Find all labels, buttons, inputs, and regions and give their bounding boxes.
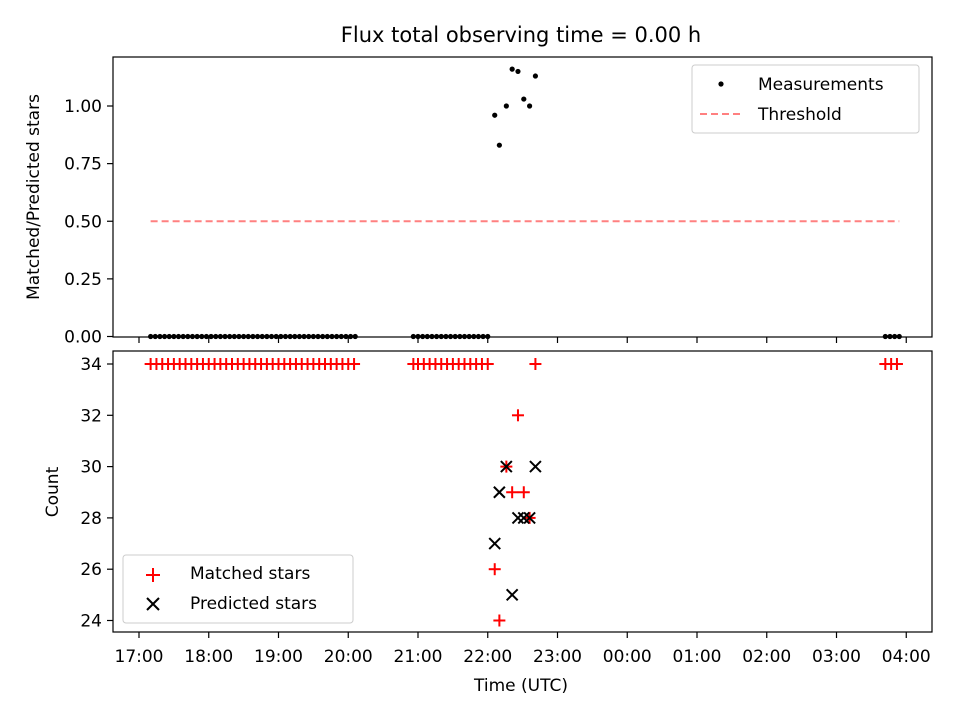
matched-stars-point: [506, 486, 519, 499]
x-tick-label: 00:00: [603, 647, 652, 667]
top-legend: Measurements Threshold: [691, 64, 920, 134]
measurement-point: [532, 73, 539, 79]
top-x-axis-ticks: [138, 337, 907, 343]
bottom-legend-box: [122, 554, 354, 624]
y-tick-label: 26: [80, 560, 102, 580]
legend-threshold-label: Threshold: [757, 105, 842, 125]
matched-stars-point: [348, 358, 361, 370]
matched-stars-point: [488, 563, 501, 576]
y-tick-label: 1.00: [64, 97, 102, 117]
matched-stars-point: [481, 358, 494, 370]
matched-stars-point: [890, 358, 903, 370]
legend-measurements-label: Measurements: [758, 75, 884, 95]
x-tick-label: 02:00: [742, 647, 791, 667]
matched-stars-point: [517, 486, 530, 499]
y-tick-label: 34: [80, 355, 102, 375]
matched-stars-point: [493, 614, 506, 627]
y-tick-label: 0.50: [64, 212, 102, 232]
top-plot-frame: [112, 56, 933, 338]
legend-measurements-marker: [718, 81, 724, 87]
measurement-point: [503, 103, 509, 109]
bottom-panel: 24 26 28 30 32 34 17:00 18:00 19:00 20:00 21:00 22…: [43, 350, 933, 696]
bottom-plot-frame: [112, 350, 933, 633]
top-legend-box: [691, 64, 920, 134]
top-y-axis-ticks: 0.00 0.25 0.50 0.75 1.00: [64, 97, 113, 348]
x-tick-label: 18:00: [184, 647, 233, 667]
y-tick-label: 0.00: [64, 328, 102, 348]
measurement-point: [527, 103, 533, 109]
legend-matched-label: Matched stars: [190, 564, 310, 584]
predicted-stars-point: [511, 511, 525, 525]
bottom-y-axis-ticks: 24 26 28 30 32 34: [80, 355, 113, 632]
x-tick-label: 17:00: [115, 647, 164, 667]
legend-matched-marker: [146, 568, 160, 582]
measurement-point: [496, 142, 502, 148]
measurement-point: [492, 112, 498, 118]
measurement-point: [521, 96, 527, 102]
x-tick-label: 01:00: [673, 647, 722, 667]
measurement-point: [509, 66, 515, 72]
bottom-plot-content: [144, 358, 903, 627]
x-axis-label: Time (UTC): [473, 676, 568, 696]
y-tick-label: 30: [80, 458, 102, 478]
y-tick-label: 0.75: [64, 155, 102, 175]
predicted-stars-point: [488, 537, 501, 550]
predicted-stars-point: [517, 511, 530, 525]
legend-predicted-marker: [146, 597, 160, 611]
y-tick-label: 24: [80, 612, 102, 632]
predicted-stars-point: [505, 588, 519, 602]
bottom-y-axis-label: Count: [43, 466, 63, 517]
x-tick-label: 22:00: [463, 647, 512, 667]
top-y-axis-label: Matched/Predicted stars: [24, 94, 44, 300]
legend-predicted-label: Predicted stars: [190, 594, 317, 614]
x-tick-label: 21:00: [394, 647, 443, 667]
x-tick-label: 20:00: [324, 647, 373, 667]
x-tick-label: 23:00: [533, 647, 582, 667]
measurement-point: [515, 68, 521, 75]
x-tick-label: 19:00: [254, 647, 303, 667]
top-panel: 0.00 0.25 0.50 0.75 1.00 Matched/Predicted s…: [24, 56, 933, 348]
y-tick-label: 32: [80, 406, 102, 426]
matched-stars-point: [529, 358, 542, 370]
y-tick-label: 28: [80, 509, 102, 529]
bottom-x-axis-ticks: 17:00 18:00 19:00 20:00 21:00 22:00 23:00 00:00…: [115, 632, 931, 667]
x-tick-label: 03:00: [812, 647, 861, 667]
x-tick-label: 04:00: [882, 647, 931, 667]
matched-stars-point: [511, 409, 524, 422]
predicted-stars-point: [523, 511, 536, 525]
predicted-stars-point: [529, 460, 542, 473]
predicted-stars-point: [493, 486, 506, 499]
chart-title: Flux total observing time = 0.00 h: [341, 23, 701, 47]
predicted-stars-point: [500, 460, 513, 473]
y-tick-label: 0.25: [64, 270, 102, 290]
bottom-legend: Matched stars Predicted stars: [122, 554, 354, 624]
